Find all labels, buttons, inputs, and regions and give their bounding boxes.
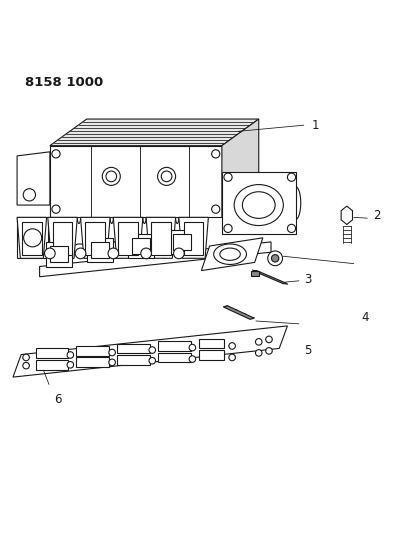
Circle shape [52, 150, 60, 158]
Polygon shape [81, 217, 110, 259]
Polygon shape [118, 355, 150, 365]
Ellipse shape [242, 192, 275, 219]
Polygon shape [146, 217, 175, 259]
Polygon shape [46, 242, 72, 266]
Circle shape [24, 229, 42, 247]
Circle shape [256, 350, 262, 356]
Circle shape [189, 344, 196, 351]
Polygon shape [173, 234, 191, 250]
Polygon shape [118, 343, 150, 353]
Circle shape [229, 354, 236, 361]
Polygon shape [118, 222, 138, 255]
Circle shape [102, 167, 120, 185]
Polygon shape [35, 360, 68, 370]
Ellipse shape [214, 244, 247, 264]
Circle shape [149, 347, 155, 353]
Text: 4: 4 [361, 311, 369, 324]
Polygon shape [158, 341, 191, 351]
Polygon shape [39, 242, 271, 277]
Circle shape [161, 171, 172, 182]
Polygon shape [50, 146, 222, 217]
Polygon shape [53, 222, 72, 255]
Polygon shape [151, 222, 171, 255]
Polygon shape [251, 271, 259, 276]
Circle shape [173, 248, 184, 259]
Circle shape [271, 255, 279, 262]
Ellipse shape [234, 184, 283, 225]
Circle shape [287, 224, 296, 232]
Circle shape [287, 173, 296, 181]
Circle shape [44, 248, 55, 259]
Polygon shape [169, 230, 195, 254]
Circle shape [212, 205, 220, 213]
Circle shape [141, 248, 151, 259]
Ellipse shape [220, 248, 240, 260]
Polygon shape [13, 326, 287, 377]
Circle shape [149, 358, 155, 364]
Polygon shape [17, 217, 46, 259]
Text: 2: 2 [374, 209, 381, 222]
Polygon shape [17, 217, 48, 259]
Circle shape [75, 248, 86, 259]
Circle shape [189, 356, 196, 362]
Circle shape [109, 349, 115, 356]
Polygon shape [22, 222, 42, 255]
Polygon shape [17, 152, 50, 205]
Circle shape [67, 352, 74, 358]
Polygon shape [113, 217, 143, 259]
Circle shape [67, 361, 74, 368]
Circle shape [268, 251, 282, 265]
Polygon shape [199, 350, 224, 360]
Text: 8158 1000: 8158 1000 [25, 76, 104, 89]
Circle shape [157, 167, 175, 185]
Circle shape [256, 338, 262, 345]
Polygon shape [341, 206, 353, 224]
Polygon shape [87, 238, 113, 262]
Polygon shape [91, 242, 109, 259]
Circle shape [23, 189, 35, 201]
Text: 3: 3 [304, 273, 311, 286]
Polygon shape [48, 217, 77, 259]
Polygon shape [132, 238, 150, 254]
Circle shape [106, 171, 117, 182]
Circle shape [109, 359, 115, 366]
Circle shape [266, 336, 272, 343]
Text: 5: 5 [304, 344, 311, 357]
Polygon shape [35, 349, 68, 358]
Polygon shape [50, 119, 259, 146]
Polygon shape [50, 246, 68, 262]
Polygon shape [128, 234, 154, 259]
Polygon shape [184, 222, 203, 255]
Polygon shape [158, 352, 191, 362]
Text: 7: 7 [64, 223, 72, 236]
Text: 1: 1 [312, 119, 319, 132]
Polygon shape [199, 338, 224, 349]
Polygon shape [222, 172, 296, 234]
Polygon shape [253, 271, 287, 284]
Circle shape [229, 343, 236, 349]
Polygon shape [222, 119, 259, 217]
Circle shape [52, 205, 60, 213]
Polygon shape [179, 217, 208, 259]
Polygon shape [76, 346, 109, 356]
Polygon shape [201, 238, 263, 271]
Polygon shape [76, 358, 109, 367]
Circle shape [224, 224, 232, 232]
Circle shape [23, 362, 29, 369]
Circle shape [266, 348, 272, 354]
Polygon shape [224, 306, 254, 319]
Circle shape [108, 248, 119, 259]
Polygon shape [85, 222, 105, 255]
Circle shape [224, 173, 232, 181]
Text: 6: 6 [54, 393, 61, 406]
Circle shape [212, 150, 220, 158]
Circle shape [23, 354, 29, 361]
